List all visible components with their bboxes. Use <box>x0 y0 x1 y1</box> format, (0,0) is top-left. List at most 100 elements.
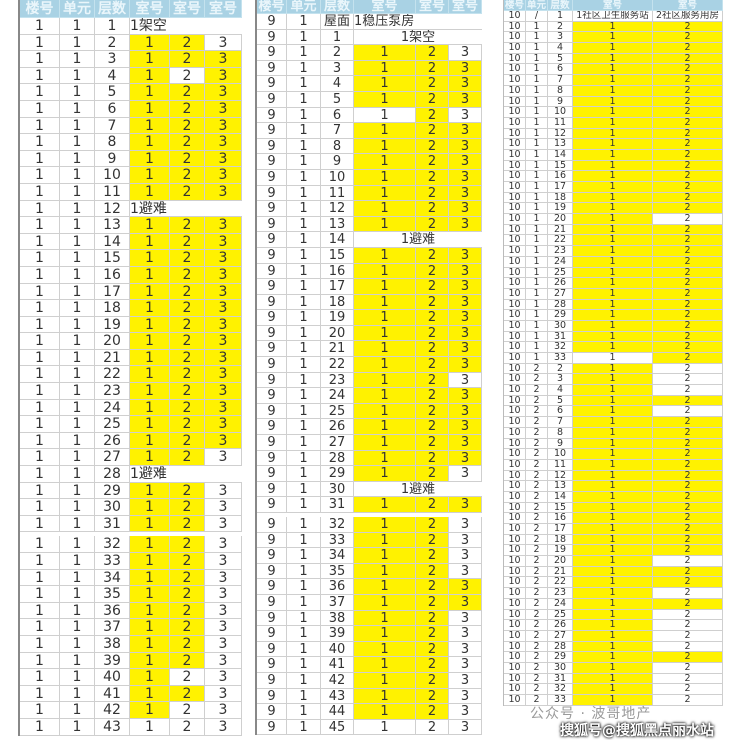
floor-cell: 25 <box>548 267 573 279</box>
table-row: 1 1 17 1 2 3 <box>20 283 242 301</box>
room-cell: 1 <box>573 85 653 97</box>
table-row: 10 1 22 1 2 <box>504 235 723 247</box>
room-cell: 1 <box>573 43 653 54</box>
room-cell: 2 <box>170 702 205 719</box>
building-cell: 10 <box>504 353 526 364</box>
room-cell: 1 <box>573 214 653 225</box>
floor-cell: 43 <box>321 688 354 705</box>
room-cell: 1 <box>354 641 416 658</box>
unit-cell: 1 <box>60 482 95 500</box>
floor-cell: 6 <box>95 100 130 118</box>
floor-cell: 4 <box>95 67 130 85</box>
room-cell: 3 <box>205 635 242 653</box>
column-header: 单元 <box>60 0 95 18</box>
unit-cell: 1 <box>287 704 321 720</box>
room-cell: 2 <box>416 435 449 451</box>
floor-cell: 26 <box>321 419 354 436</box>
building-cell: 9 <box>257 76 287 92</box>
unit-cell: 1 <box>60 499 95 516</box>
building-cell: 9 <box>257 626 287 642</box>
floor-cell: 5 <box>548 53 573 65</box>
room-cell: 1 <box>354 279 416 295</box>
table-row: 9 1 21 1 2 3 <box>257 341 482 358</box>
unit-cell: 2 <box>526 556 548 567</box>
floor-cell: 8 <box>321 138 354 155</box>
room-cell: 3 <box>449 123 482 139</box>
floor-cell: 22 <box>321 357 354 373</box>
table-row: 10 2 21 1 2 <box>504 566 723 578</box>
floor-cell: 14 <box>548 491 573 503</box>
room-cell: 1 <box>573 320 653 332</box>
unit-cell: 1 <box>287 388 321 404</box>
building-cell: 1 <box>20 449 60 467</box>
room-cell: 2 <box>653 662 723 674</box>
table-row: 1 1 19 1 2 3 <box>20 316 242 334</box>
unit-cell: 1 <box>526 171 548 182</box>
room-cell: 1 <box>573 630 653 642</box>
room-cell: 3 <box>449 154 482 170</box>
room-cell: 2 <box>170 635 205 653</box>
unit-cell: 1 <box>287 294 321 311</box>
table-row: 10 2 19 1 2 <box>504 545 723 557</box>
room-cell: 2 <box>653 288 723 300</box>
floor-cell: 30 <box>95 499 130 516</box>
floor-cell: 19 <box>95 316 130 334</box>
building-cell: 10 <box>504 502 526 514</box>
unit-cell: 1 <box>60 134 95 151</box>
table-row: 10 1 24 1 2 <box>504 256 723 268</box>
building-cell: 10 <box>504 107 526 118</box>
room-cell: 1 <box>130 536 170 553</box>
unit-cell: 1 <box>60 586 95 603</box>
room-cell: 2 <box>653 320 723 332</box>
building-cell: 9 <box>257 185 287 202</box>
table-row: 1 1 24 1 2 3 <box>20 399 242 417</box>
unit-cell: 1 <box>60 553 95 570</box>
building-cell: 9 <box>257 719 287 736</box>
building-cell: 10 <box>504 481 526 492</box>
floor-cell: 30 <box>548 320 573 332</box>
table-row: 10 1 15 1 2 <box>504 160 723 172</box>
unit-cell: 1 <box>526 278 548 289</box>
floor-cell: 30 <box>548 662 573 674</box>
unit-cell: 1 <box>60 635 95 653</box>
room-cell: 2 <box>653 53 723 65</box>
room-cell: 2 <box>416 594 449 611</box>
unit-cell: 2 <box>526 588 548 599</box>
table-row: 10 2 33 1 2 <box>504 695 723 706</box>
room-cell: 3 <box>205 283 242 301</box>
unit-cell: 1 <box>526 310 548 321</box>
room-cell: 1 <box>573 470 653 482</box>
room-cell: 2 <box>653 449 723 460</box>
table-row: 10 1 7 1 2 <box>504 75 723 86</box>
floor-cell: 3 <box>95 51 130 68</box>
table-row: 9 1 23 1 2 3 <box>257 372 482 389</box>
unit-cell: 2 <box>526 641 548 653</box>
room-cell: 2 <box>416 45 449 61</box>
table-row: 10 1 23 1 2 <box>504 246 723 257</box>
building-cell: 10 <box>504 609 526 621</box>
room-cell: 1 <box>573 641 653 653</box>
unit-cell: 1 <box>60 536 95 553</box>
floor-cell: 36 <box>95 602 130 620</box>
floor-cell: 29 <box>548 652 573 663</box>
building-cell: 1 <box>20 117 60 135</box>
room-cell: 1 <box>130 167 170 184</box>
room-cell: 2 <box>170 100 205 118</box>
building-cell: 9 <box>257 107 287 124</box>
table-row: 1 1 32 1 2 3 <box>20 536 242 553</box>
room-cell: 2 <box>653 43 723 54</box>
floor-cell: 28 <box>321 450 354 467</box>
floor-cell: 2 <box>95 34 130 52</box>
room-cell: 2 <box>416 91 449 108</box>
room-cell: 3 <box>205 718 242 736</box>
header-row: 楼号 单元 层数 室号 室号 <box>504 0 723 11</box>
floor-cell: 5 <box>548 395 573 407</box>
room-cell: 2 <box>653 566 723 578</box>
building-cell: 9 <box>257 704 287 720</box>
floor-cell: 9 <box>548 438 573 450</box>
floor-cell: 24 <box>95 399 130 417</box>
